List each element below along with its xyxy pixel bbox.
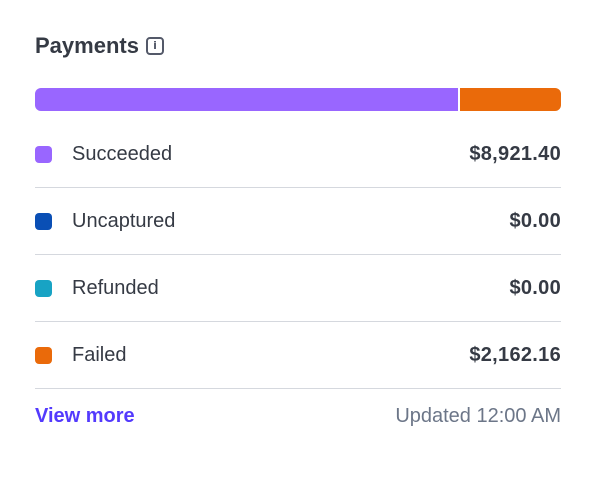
list-item-refunded: Refunded $0.00 — [35, 255, 561, 322]
status-label: Refunded — [72, 276, 159, 299]
status-label: Succeeded — [72, 142, 173, 165]
status-amount: $0.00 — [509, 209, 561, 232]
legend-swatch-icon — [35, 145, 52, 163]
card-footer: View more Updated 12:00 AM — [35, 405, 561, 428]
legend-swatch-icon — [35, 346, 52, 364]
payments-breakdown-bar — [35, 88, 561, 111]
legend-swatch-icon — [35, 279, 52, 297]
status-label: Failed — [72, 343, 127, 366]
info-icon[interactable]: i — [145, 37, 164, 55]
list-item-failed: Failed $2,162.16 — [35, 322, 561, 389]
view-more-link[interactable]: View more — [35, 405, 135, 427]
status-label: Uncaptured — [72, 209, 176, 232]
list-item-succeeded: Succeeded $8,921.40 — [35, 121, 561, 188]
page-title: Payments — [35, 33, 139, 58]
updated-timestamp: Updated 12:00 AM — [395, 405, 561, 427]
payments-breakdown-list: Succeeded $8,921.40 Uncaptured $0.00 Refunde… — [35, 121, 561, 389]
card-header: Payments i — [35, 33, 164, 59]
list-item-uncaptured: Uncaptured $0.00 — [35, 188, 561, 255]
bar-segment-succeeded — [35, 88, 459, 111]
status-amount: $0.00 — [509, 276, 561, 299]
status-amount: $2,162.16 — [469, 343, 561, 366]
legend-swatch-icon — [35, 212, 52, 230]
status-amount: $8,921.40 — [469, 142, 561, 165]
bar-segment-failed — [458, 88, 561, 111]
